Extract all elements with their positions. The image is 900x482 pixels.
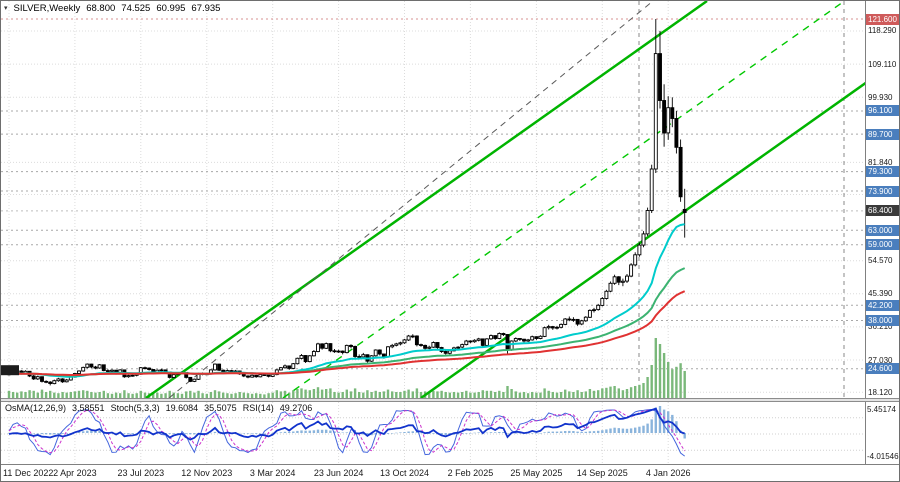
time-scale[interactable]: 11 Dec 2022 2 Apr 2023 23 Jul 2023 12 Nov 2…	[1, 464, 899, 481]
time-tick-label: 25 May 2025	[510, 468, 563, 478]
level-96-100[interactable]: 96.100	[866, 105, 899, 117]
stoch-d-value: 35.5075	[204, 403, 237, 413]
indicator-scale-label: 5.45174	[867, 405, 896, 414]
price-tick-label: 118.290	[868, 26, 897, 36]
time-tick-label: 23 Jul 2023	[117, 468, 165, 478]
level-24-600[interactable]: 24.600	[866, 363, 899, 375]
ohlc-close: 67.935	[191, 3, 221, 14]
osma-label[interactable]: OsMA(12,26,9)	[5, 403, 67, 413]
ohlc-open: 68.800	[86, 3, 116, 14]
current-price-badge[interactable]: 68.400	[866, 205, 899, 217]
indicator-scale-label: -4.01546	[867, 452, 899, 461]
time-tick-label: 13 Oct 2024	[379, 468, 430, 478]
price-tick-label: 81.840	[868, 157, 893, 167]
time-tick-label: 3 Mar 2024	[249, 468, 296, 478]
price-tick-label: 109.110	[868, 59, 897, 69]
stoch-label[interactable]: Stoch(5,3,3)	[110, 403, 160, 413]
time-tick-label: 23 Jun 2024	[313, 468, 364, 478]
time-tick-label: 2 Feb 2025	[447, 468, 494, 478]
main-chart-svg[interactable]	[1, 1, 865, 398]
stoch-k-value: 19.6084	[165, 403, 199, 413]
level-73-900[interactable]: 73.900	[866, 185, 899, 197]
indicator-readout: OsMA(12,26,9) 3.58551 Stoch(5,3,3) 19.60…	[5, 403, 312, 413]
ohlc-low: 60.995	[156, 3, 186, 14]
price-tick-label: 99.930	[868, 92, 893, 102]
level-59-000[interactable]: 59.000	[866, 239, 899, 251]
time-tick-label: 14 Sep 2025	[576, 468, 628, 478]
chart-header: ▾ SILVER,Weekly 68.800 74.525 60.995 67.…	[4, 3, 220, 14]
indicator-pane[interactable]	[1, 402, 865, 464]
time-tick-label: 2 Apr 2023	[53, 468, 97, 478]
price-tick-label: 36.210	[868, 322, 893, 332]
price-tick-label: 45.390	[868, 289, 893, 299]
rsi-label[interactable]: RSI(14)	[242, 403, 274, 413]
price-tick-label: 18.120	[868, 387, 893, 397]
ohlc-high: 74.525	[121, 3, 151, 14]
time-tick-label: 12 Nov 2023	[181, 468, 233, 478]
rsi-value: 49.2706	[279, 403, 313, 413]
price-scale[interactable]: 118.290109.11099.93081.84072.93054.57045…	[865, 1, 899, 464]
osma-value: 3.58551	[72, 403, 105, 413]
level-121-600[interactable]: 121.600	[866, 13, 899, 25]
level-79-300[interactable]: 79.300	[866, 166, 899, 178]
indicator-svg[interactable]	[1, 402, 865, 464]
price-tick-label: 54.570	[868, 256, 893, 266]
time-tick-label: 11 Dec 2022	[3, 468, 54, 478]
main-chart[interactable]	[1, 1, 865, 398]
symbol-timeframe-label: SILVER,Weekly	[13, 3, 81, 14]
level-42-200[interactable]: 42.200	[866, 299, 899, 311]
chart-symbol-icon[interactable]: ▾	[4, 4, 8, 12]
level-38-000[interactable]: 38.000	[866, 314, 899, 326]
pane-divider[interactable]	[1, 398, 899, 402]
price-tick-label: 27.030	[868, 355, 893, 365]
time-tick-label: 4 Jan 2026	[645, 468, 691, 478]
level-63-000[interactable]: 63.000	[866, 224, 899, 236]
level-89-700[interactable]: 89.700	[866, 128, 899, 140]
